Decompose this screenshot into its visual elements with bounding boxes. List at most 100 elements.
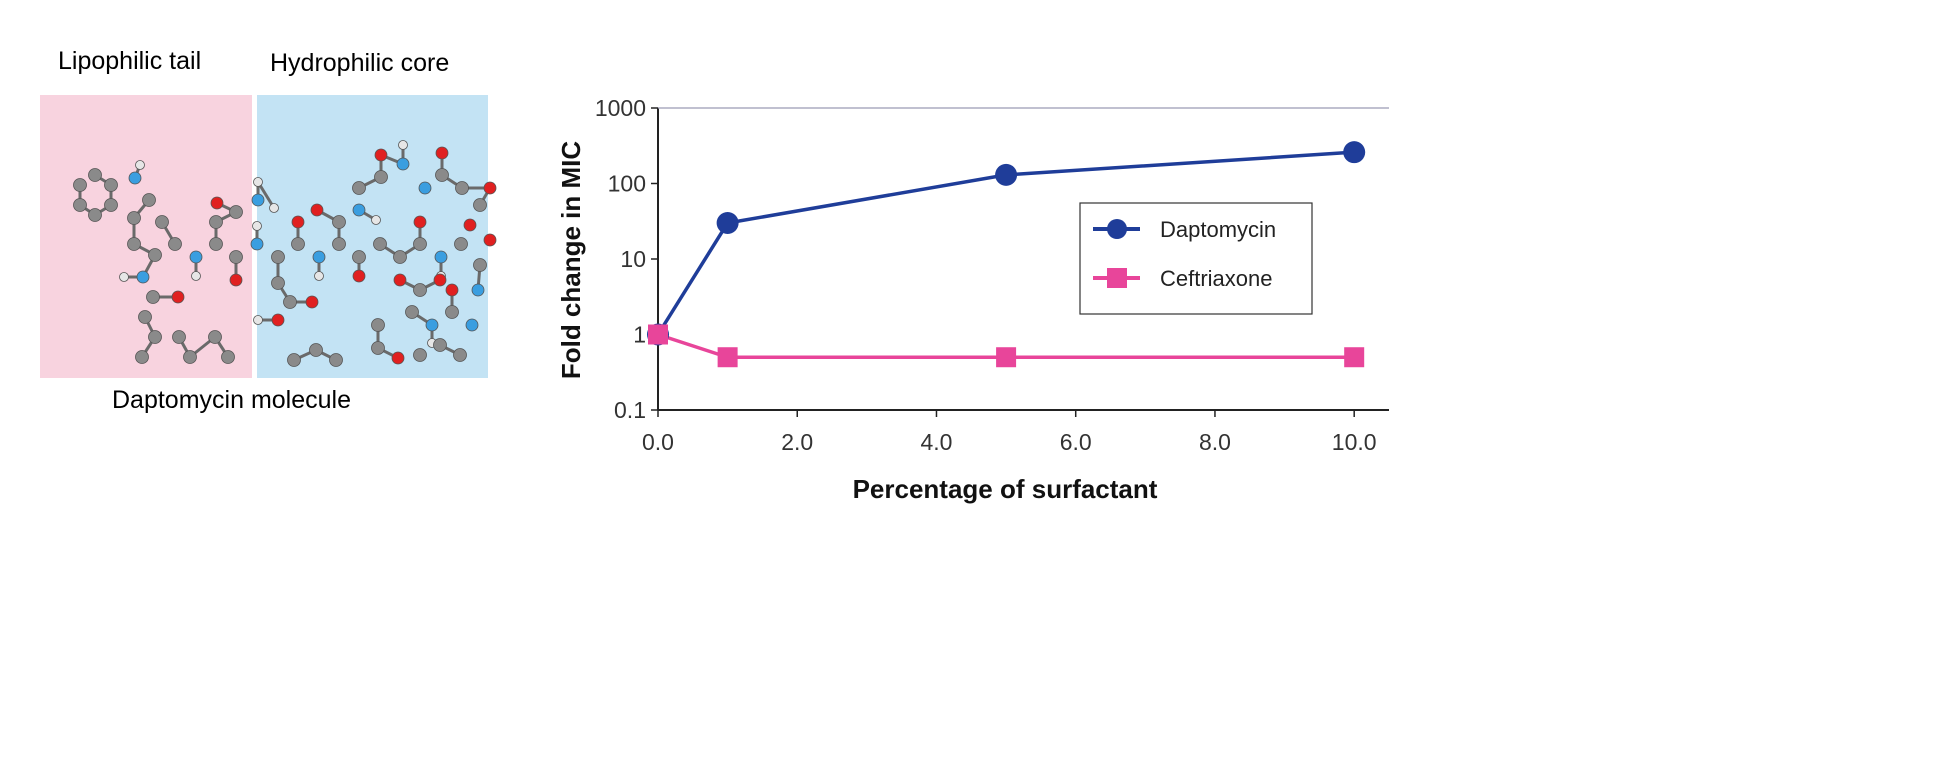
atom-n	[425, 318, 439, 332]
atom-c	[332, 215, 346, 229]
y-tick-label: 10	[620, 246, 646, 272]
atom-o	[483, 233, 497, 247]
atom-c	[291, 237, 305, 251]
atom-h	[371, 215, 381, 225]
atom-o	[463, 218, 477, 232]
legend-ceftriaxone-label: Ceftriaxone	[1160, 266, 1273, 291]
atom-n	[418, 181, 432, 195]
hydrophilic-core-label: Hydrophilic core	[270, 49, 450, 77]
atom-c	[168, 237, 182, 251]
atom-c	[413, 348, 427, 362]
atom-c	[209, 215, 223, 229]
atom-h	[398, 140, 408, 150]
atom-c	[371, 341, 385, 355]
atom-c	[271, 250, 285, 264]
atom-n	[136, 270, 150, 284]
atom-c	[138, 310, 152, 324]
atom-o	[435, 146, 449, 160]
atom-h	[119, 272, 129, 282]
atom-c	[183, 350, 197, 364]
daptomycin-point	[1343, 141, 1366, 164]
atom-o	[445, 283, 459, 297]
atom-h	[252, 221, 262, 231]
atom-c	[455, 181, 469, 195]
x-axis-label: Percentage of surfactant	[853, 474, 1158, 504]
atom-c	[454, 237, 468, 251]
y-tick-label: 0.1	[614, 397, 646, 423]
x-tick-label: 10.0	[1332, 429, 1377, 455]
atom-c	[146, 290, 160, 304]
atom-c	[104, 178, 118, 192]
lipophilic-tail-label: Lipophilic tail	[58, 47, 202, 75]
atom-o	[374, 148, 388, 162]
atom-c	[155, 215, 169, 229]
atom-c	[352, 181, 366, 195]
atom-c	[453, 348, 467, 362]
atom-c	[413, 237, 427, 251]
atom-c	[332, 237, 346, 251]
atom-c	[208, 330, 222, 344]
atom-c	[371, 318, 385, 332]
atom-n	[465, 318, 479, 332]
atom-c	[374, 170, 388, 184]
atom-n	[471, 283, 485, 297]
atom-o	[391, 351, 405, 365]
atom-c	[209, 237, 223, 251]
atom-o	[352, 269, 366, 283]
x-tick-label: 2.0	[781, 429, 813, 455]
atom-c	[435, 168, 449, 182]
atom-c	[445, 305, 459, 319]
atom-o	[210, 196, 224, 210]
ceftriaxone-point	[996, 347, 1017, 368]
ceftriaxone-point	[648, 324, 668, 345]
atom-o	[305, 295, 319, 309]
atom-n	[250, 237, 264, 251]
atom-h	[191, 271, 201, 281]
molecule-caption: Daptomycin molecule	[112, 386, 351, 414]
atom-c	[73, 198, 87, 212]
atom-c	[309, 343, 323, 357]
x-tick-label: 4.0	[920, 429, 952, 455]
atom-o	[171, 290, 185, 304]
daptomycin-molecule-diagram	[40, 95, 497, 378]
atom-n	[189, 250, 203, 264]
atom-n	[434, 250, 448, 264]
bond	[256, 181, 276, 209]
atom-c	[393, 250, 407, 264]
atom-o	[413, 215, 427, 229]
y-tick-label: 100	[608, 171, 646, 197]
atom-h	[314, 271, 324, 281]
atom-c	[473, 258, 487, 272]
atom-c	[433, 338, 447, 352]
atom-h	[135, 160, 145, 170]
legend-daptomycin-marker	[1107, 219, 1127, 239]
atom-c	[413, 283, 427, 297]
atom-c	[148, 248, 162, 262]
y-axis-label: Fold change in MIC	[556, 141, 586, 380]
atom-o	[433, 273, 447, 287]
atom-c	[405, 305, 419, 319]
atom-c	[283, 295, 297, 309]
ceftriaxone-point	[1344, 347, 1365, 368]
legend: Daptomycin Ceftriaxone	[1079, 202, 1313, 315]
atom-c	[127, 237, 141, 251]
daptomycin-line	[656, 150, 1355, 336]
atom-c	[88, 208, 102, 222]
atom-c	[127, 211, 141, 225]
atom-c	[329, 353, 343, 367]
atom-h	[253, 315, 263, 325]
ceftriaxone-line	[657, 332, 1355, 359]
atom-c	[135, 350, 149, 364]
atom-c	[373, 237, 387, 251]
x-tick-label: 6.0	[1060, 429, 1092, 455]
atom-n	[128, 171, 142, 185]
atom-c	[88, 168, 102, 182]
atom-c	[287, 353, 301, 367]
legend-daptomycin-label: Daptomycin	[1160, 217, 1276, 242]
atom-n	[312, 250, 326, 264]
atom-c	[221, 350, 235, 364]
ceftriaxone-point	[717, 347, 738, 368]
x-tick-label: 0.0	[642, 429, 674, 455]
atom-c	[148, 330, 162, 344]
atom-c	[142, 193, 156, 207]
